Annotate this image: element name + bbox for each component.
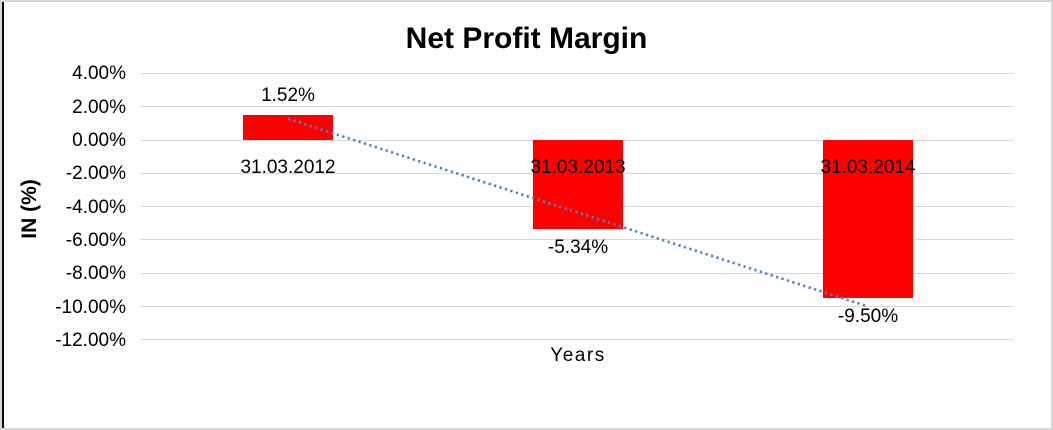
data-label: 1.52%: [261, 85, 315, 106]
x-axis-title: Years: [550, 345, 606, 366]
category-label: 31.03.2013: [530, 157, 626, 178]
gridline: [140, 106, 1014, 107]
y-tick-label: -8.00%: [65, 263, 126, 284]
category-label: 31.03.2012: [240, 157, 336, 178]
y-tick-label: -4.00%: [65, 197, 126, 218]
gridline: [140, 73, 1014, 74]
y-tick-label: -10.00%: [55, 297, 126, 318]
data-label: -9.50%: [837, 306, 899, 327]
bar: [243, 114, 333, 140]
y-tick-label: -12.00%: [55, 330, 126, 351]
y-tick-label: 0.00%: [72, 130, 126, 151]
bar: [533, 140, 623, 229]
y-tick-label: -2.00%: [65, 163, 126, 184]
data-label: -5.34%: [547, 237, 609, 258]
gridline: [140, 339, 1014, 340]
y-tick-label: 2.00%: [72, 97, 126, 118]
y-tick-label: -6.00%: [65, 230, 126, 251]
chart-title: Net Profit Margin: [405, 22, 648, 55]
left-border-rule: [2, 2, 4, 428]
category-label: 31.03.2014: [820, 157, 916, 178]
y-tick-label: 4.00%: [72, 63, 126, 84]
